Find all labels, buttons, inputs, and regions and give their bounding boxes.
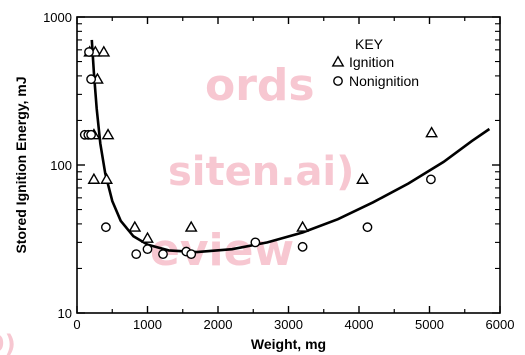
x-tick-label: 6000 [486, 317, 515, 332]
legend-title: KEY [355, 36, 384, 52]
nonignition-point [362, 222, 373, 233]
axis-tick-labels: 0 1000 2000 3000 4000 5000 6000 10 100 1000 [43, 10, 514, 332]
legend-entries: Ignition Nonignition [331, 54, 419, 89]
y-tick-label: 100 [50, 158, 72, 173]
ignition-point [184, 220, 198, 232]
legend-entry-label: Nonignition [349, 73, 419, 89]
nonignition-point [186, 249, 197, 260]
y-tick-label: 10 [58, 306, 72, 321]
nonignition-point [250, 237, 261, 248]
legend-nonignition-marker [333, 76, 343, 86]
nonignition-point [297, 241, 308, 252]
x-tick-label: 3000 [274, 317, 303, 332]
nonignition-point [86, 74, 97, 85]
x-tick-label: 5000 [415, 317, 444, 332]
x-axis-label: Weight, mg [251, 336, 326, 352]
ignition-point [87, 172, 101, 184]
nonignition-point [142, 244, 153, 255]
data-markers [79, 45, 439, 260]
nonignition-point [426, 174, 436, 185]
ignition-point [100, 172, 114, 184]
ignition-point [128, 220, 142, 232]
legend-entry-label: Ignition [349, 54, 394, 70]
x-tick-label: 0 [73, 317, 80, 332]
ignition-point [425, 126, 439, 138]
watermark-text: siten.ai) [168, 149, 354, 195]
ignition-point [296, 220, 310, 232]
ignition-point [101, 128, 115, 140]
nonignition-point [101, 222, 111, 233]
y-tick-label: 1000 [43, 10, 72, 25]
watermark-text: 9) [0, 330, 16, 355]
ignition-point [356, 172, 369, 184]
legend: KEY Ignition Nonignition [331, 36, 419, 89]
nonignition-point [84, 47, 94, 57]
legend-ignition-marker [331, 55, 345, 67]
watermark-text: ords [205, 60, 315, 111]
ignition-point [97, 45, 111, 57]
axis-ticks [76, 16, 501, 314]
x-tick-label: 2000 [204, 317, 233, 332]
x-tick-label: 1000 [133, 317, 162, 332]
y-axis-label: Stored Ignition Energy, mJ [13, 76, 29, 253]
nonignition-point [86, 129, 97, 140]
ignition-point [141, 231, 154, 243]
nonignition-point [131, 249, 142, 260]
x-tick-label: 4000 [345, 317, 374, 332]
nonignition-point [158, 249, 168, 260]
